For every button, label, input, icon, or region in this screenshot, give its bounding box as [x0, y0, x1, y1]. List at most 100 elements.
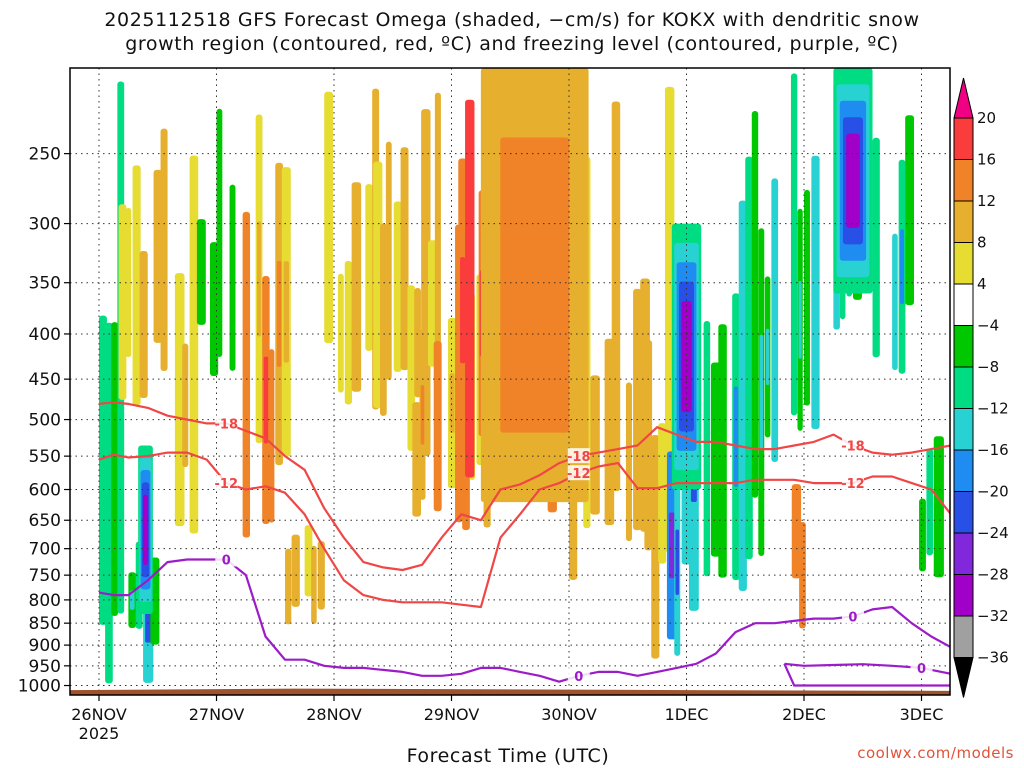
ascent-omega-cell: [139, 251, 148, 399]
y-tick-label: 800: [29, 591, 61, 611]
y-tick-label: 700: [29, 540, 61, 560]
descent-omega-cell: [790, 73, 798, 416]
plot-frame: [69, 67, 951, 696]
x-tick-label: 30NOV: [541, 705, 597, 724]
colorbar-label: −36: [977, 649, 1009, 667]
ascent-omega-cell: [189, 155, 199, 534]
ascent-omega-cell: [365, 184, 373, 351]
y-tick-label: 350: [29, 274, 61, 294]
x-tick-year-label: 2025: [79, 724, 120, 743]
omega-core-cell: [733, 386, 739, 487]
omega-core-cell: [460, 257, 466, 364]
omega-core-cell: [759, 334, 764, 450]
contour-label: -18: [215, 417, 239, 432]
y-tick-label: 500: [29, 411, 61, 431]
omega-core-cell: [283, 261, 289, 363]
x-tick-label: 27NOV: [189, 705, 245, 724]
colorbar-label: −20: [977, 483, 1009, 501]
ascent-omega-cell: [182, 343, 189, 468]
colorbar-bottom-arrow: [953, 657, 974, 698]
descent-omega-cell: [209, 242, 219, 376]
omega-core-cell: [420, 385, 425, 445]
contour-label: 0: [917, 662, 926, 677]
ascent-omega-cell: [242, 211, 251, 538]
contour-label: -12: [215, 477, 239, 492]
colorbar-label: 8: [977, 234, 987, 252]
ground-surface: [70, 688, 950, 695]
descent-omega-cell: [804, 189, 810, 406]
omega-core-cell: [257, 221, 262, 337]
descent-omega-cell: [771, 178, 779, 463]
contour-label-bg: [215, 415, 238, 431]
omega-feature-core: [846, 133, 860, 228]
descent-omega-cell: [933, 436, 944, 578]
ascent-omega-cell: [160, 128, 168, 371]
descent-omega-cell: [919, 498, 926, 572]
chart-title-line-1: 2025112518 GFS Forecast Omega (shaded, −…: [104, 9, 920, 31]
contour-label-bg: [215, 475, 238, 491]
ascent-omega-cell: [132, 165, 141, 406]
ascent-omega-cell: [268, 349, 275, 523]
ascent-omega-cell: [400, 147, 409, 371]
ascent-omega-cell: [324, 91, 334, 344]
y-tick-label: 900: [29, 636, 61, 656]
x-axis-title: Forecast Time (UTC): [406, 745, 610, 767]
colorbar-label: −12: [977, 400, 1009, 418]
descent-omega-cell: [738, 200, 747, 591]
contour-label-bg: [910, 659, 933, 675]
colorbar-label: 16: [977, 151, 996, 169]
ascent-omega-cell: [311, 545, 317, 625]
colorbar-bin: [953, 532, 974, 575]
colorbar-label: −4: [977, 317, 999, 335]
colorbar-bin: [953, 449, 974, 492]
colorbar-top-arrow: [953, 77, 974, 119]
y-tick-label: 450: [29, 370, 61, 390]
y-tick-label: 1000: [18, 677, 61, 697]
omega-core-cell: [263, 356, 269, 444]
contour-label: 0: [848, 610, 857, 625]
descent-omega-cell: [229, 184, 236, 371]
ascent-omega-cell: [651, 434, 660, 659]
colorbar-bin: [953, 283, 974, 326]
y-tick-label: 750: [29, 566, 61, 586]
ascent-omega-cell: [385, 141, 392, 380]
descent-omega-cell: [111, 322, 118, 616]
ascent-omega-cell: [791, 484, 802, 579]
colorbar-bin: [953, 325, 974, 368]
y-tick-label: 250: [29, 145, 61, 165]
ascent-omega-cell: [304, 525, 313, 597]
contour-label: 0: [222, 553, 231, 568]
y-tick-label: 650: [29, 511, 61, 531]
contour-label-bg: [841, 437, 864, 453]
descent-omega-cell: [703, 320, 711, 577]
ascent-omega-cell: [337, 273, 344, 393]
x-tick-label: 28NOV: [306, 705, 362, 724]
colorbar-bin: [953, 491, 974, 534]
descent-omega-cell: [892, 233, 898, 371]
omega-core-cell: [466, 222, 473, 355]
omega-core-cell: [899, 229, 905, 305]
colorbar-bin: [953, 366, 974, 409]
contour-label-bg: [215, 551, 238, 567]
omega-core-cell: [129, 590, 135, 610]
ascent-omega-cell: [351, 182, 362, 392]
ascent-omega-cell: [611, 101, 621, 492]
colorbar-bin: [953, 408, 974, 451]
colorbar-bin: [953, 159, 974, 202]
descent-omega-cell: [905, 115, 915, 306]
x-tick-label: 29NOV: [424, 705, 480, 724]
colorbar-label: −32: [977, 607, 1009, 625]
ascent-omega-cell: [414, 287, 421, 398]
omega-core-cell: [668, 512, 675, 579]
ascent-omega-cell: [285, 548, 292, 625]
x-tick-label: 2DEC: [782, 705, 826, 724]
ascent-omega-cell: [658, 423, 667, 564]
y-tick-label: 600: [29, 481, 61, 501]
contour-label-bg: [567, 465, 590, 481]
descent-omega-cell: [926, 448, 934, 556]
freezing-level-contour: [98, 558, 950, 683]
descent-omega-cell: [811, 155, 820, 430]
colorbar-label: −8: [977, 358, 999, 376]
ascent-omega-cell: [118, 204, 127, 400]
